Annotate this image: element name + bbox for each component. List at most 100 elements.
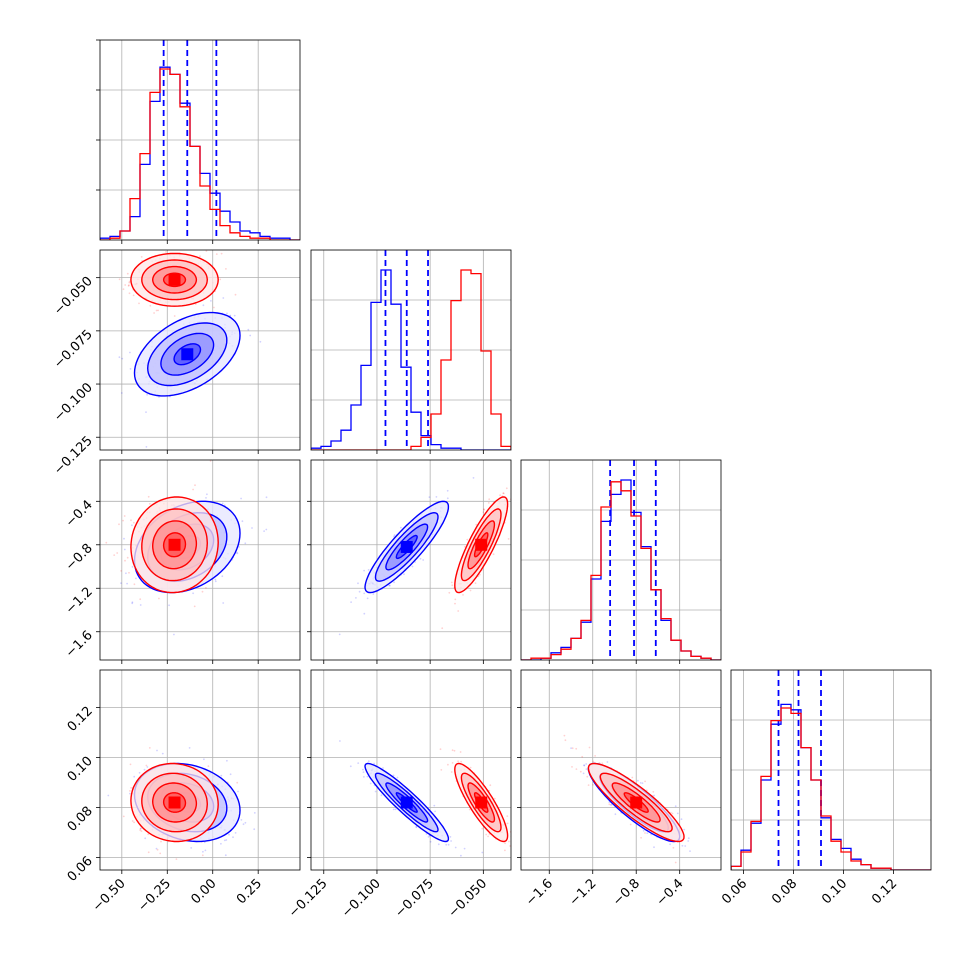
scatter-point (168, 604, 171, 607)
scatter-point (129, 792, 131, 795)
scatter-point (463, 847, 466, 850)
scatter-point (505, 487, 508, 490)
panel-3-1: −0.125 −0.100 −0.075 −0.050 (286, 669, 512, 921)
scatter-point (637, 779, 639, 782)
scatter-point (157, 309, 160, 312)
scatter-point (592, 760, 595, 763)
scatter-point (148, 747, 151, 749)
scatter-point (448, 591, 451, 594)
scatter-point (687, 840, 690, 842)
scatter-point (210, 300, 212, 302)
x-tick-label: −0.50 (90, 876, 129, 915)
scatter-point (171, 245, 173, 247)
panel-frame (520, 669, 722, 871)
density-peak-0 (400, 540, 413, 553)
scatter-point (139, 598, 142, 601)
scatter-point (428, 496, 431, 498)
scatter-point (575, 747, 578, 750)
scatter-point (204, 849, 207, 852)
scatter-point (193, 605, 196, 608)
scatter-point (518, 487, 520, 489)
scatter-point (201, 854, 204, 857)
panel-plot-area (100, 40, 300, 240)
scatter-point (339, 740, 341, 742)
panel-frame (99, 459, 301, 661)
scatter-point (173, 315, 176, 317)
scatter-point (587, 784, 590, 786)
scatter-point (194, 484, 196, 487)
panel-frame (730, 669, 932, 871)
scatter-point (131, 566, 134, 568)
scatter-point (165, 251, 167, 253)
x-tick-label: −1.6 (523, 876, 556, 909)
scatter-point (128, 292, 131, 295)
scatter-point (158, 396, 160, 398)
scatter-point (125, 572, 127, 575)
density-peak-1 (168, 538, 181, 551)
scatter-point (642, 829, 645, 832)
scatter-point (585, 763, 588, 765)
scatter-point (447, 843, 450, 846)
scatter-point (614, 813, 617, 816)
scatter-point (457, 760, 459, 763)
scatter-point (207, 765, 210, 768)
scatter-point (155, 309, 158, 312)
scatter-point (450, 581, 453, 584)
density-peak-0 (400, 796, 413, 809)
x-tick-label: −0.125 (286, 876, 331, 921)
scatter-point (367, 760, 370, 763)
scatter-point (460, 854, 462, 857)
scatter-point (265, 528, 268, 531)
scatter-point (639, 782, 642, 784)
scatter-point (129, 351, 131, 354)
scatter-point (229, 314, 232, 317)
scatter-point (640, 836, 642, 839)
scatter-point (131, 602, 134, 605)
scatter-point (478, 573, 481, 576)
panel-1-1 (310, 249, 512, 454)
scatter-point (147, 851, 150, 854)
scatter-point (502, 492, 505, 495)
scatter-point (487, 835, 489, 838)
scatter-point (469, 766, 472, 769)
scatter-point (160, 840, 162, 843)
scatter-point (240, 497, 243, 500)
scatter-point (192, 488, 195, 491)
scatter-point (598, 762, 601, 764)
scatter-point (433, 804, 436, 807)
scatter-point (415, 826, 418, 829)
x-tick-label: −0.075 (392, 876, 437, 921)
panel-plot-area (731, 670, 931, 870)
scatter-point (124, 559, 126, 562)
scatter-point (389, 584, 391, 587)
scatter-point (205, 250, 208, 252)
scatter-point (233, 314, 236, 317)
scatter-point (644, 780, 646, 783)
scatter-point (203, 758, 205, 761)
scatter-point (129, 368, 132, 370)
scatter-point (214, 578, 217, 581)
scatter-point (447, 763, 449, 766)
scatter-point (608, 803, 611, 806)
x-tick-label: −0.4 (654, 876, 687, 909)
scatter-point (392, 808, 395, 811)
scatter-point (680, 818, 683, 821)
histogram-1 (731, 707, 931, 870)
panel-frame (310, 459, 512, 661)
scatter-point (464, 545, 466, 548)
scatter-point (131, 524, 133, 527)
scatter-point (224, 854, 227, 857)
scatter-point (571, 766, 573, 768)
scatter-point (489, 784, 492, 787)
scatter-point (493, 797, 496, 800)
scatter-point (367, 569, 370, 571)
scatter-point (446, 497, 449, 500)
scatter-point (652, 791, 655, 793)
scatter-point (235, 551, 238, 554)
scatter-point (451, 584, 454, 587)
scatter-point (583, 764, 585, 766)
scatter-point (579, 770, 582, 773)
scatter-point (457, 610, 460, 612)
scatter-point (146, 393, 149, 396)
panel-plot-area (100, 245, 300, 450)
